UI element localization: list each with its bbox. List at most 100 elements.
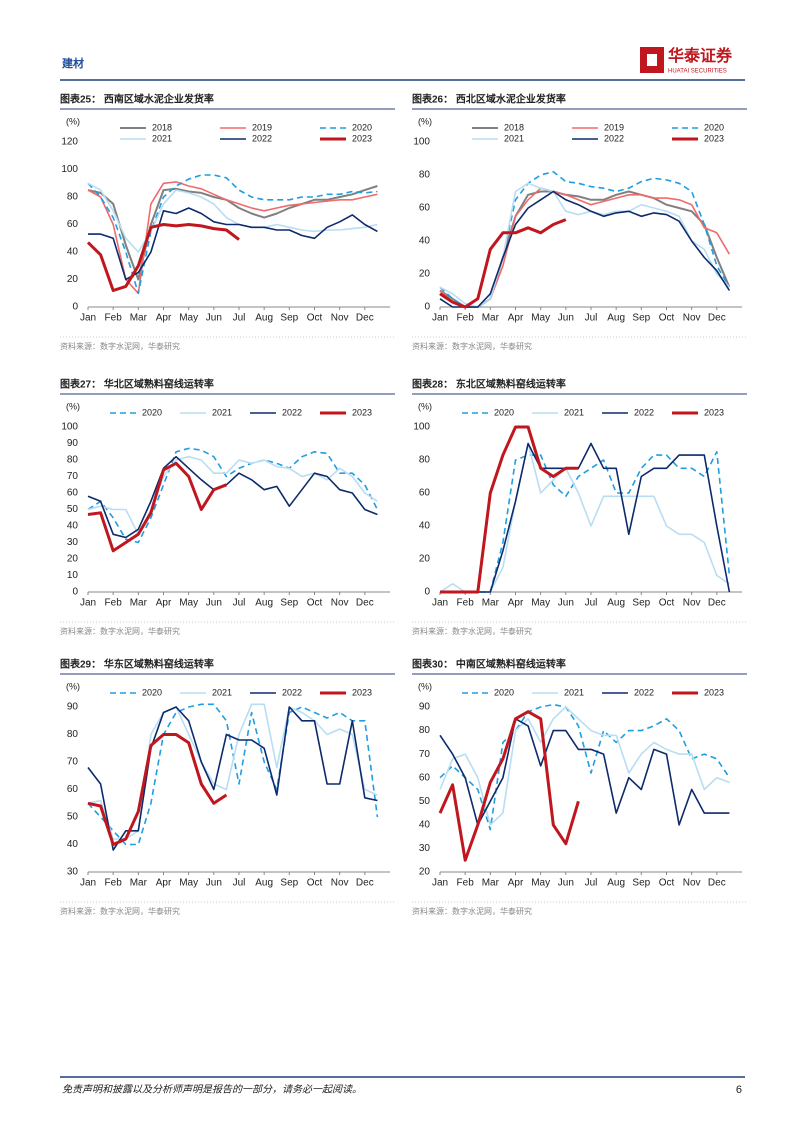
x-tick-label: Nov: [331, 878, 349, 889]
y-tick-label: 40: [419, 521, 431, 532]
legend-label: 2022: [282, 687, 302, 697]
series-line: [87, 461, 227, 553]
y-tick-label: 80: [419, 170, 431, 181]
legend-label: 2023: [352, 407, 372, 417]
x-tick-label: Nov: [683, 313, 701, 324]
x-tick-label: Dec: [356, 313, 374, 324]
x-tick-label: Aug: [607, 598, 625, 609]
y-tick-label: 70: [67, 757, 79, 768]
x-tick-label: May: [531, 598, 550, 609]
section-label: 建材: [62, 56, 84, 70]
y-tick-label: 40: [67, 521, 79, 532]
series-line: [87, 174, 378, 295]
legend-label: 2018: [504, 122, 524, 132]
chart-title: 图表30： 中南区域熟料窑线运转率: [412, 658, 566, 671]
x-tick-label: Jul: [585, 878, 598, 889]
x-tick-label: Apr: [156, 878, 172, 889]
y-tick-label: 30: [67, 537, 79, 548]
legend-label: 2021: [564, 407, 584, 417]
logo-cn: 华泰证券: [668, 46, 733, 65]
series-line: [87, 706, 378, 851]
x-tick-label: Feb: [105, 313, 123, 324]
legend-label: 2022: [634, 407, 654, 417]
x-tick-label: May: [179, 313, 198, 324]
x-tick-label: Mar: [130, 313, 148, 324]
x-tick-label: Jun: [558, 598, 574, 609]
y-tick-label: 60: [419, 203, 431, 214]
legend-label: 2021: [564, 687, 584, 697]
series-line: [440, 442, 731, 593]
logo-en: HUATAI SECURITIES: [668, 69, 727, 75]
x-tick-label: May: [179, 878, 198, 889]
y-tick-label: 40: [419, 236, 431, 247]
x-tick-label: Dec: [708, 878, 726, 889]
series-line: [87, 733, 228, 846]
x-tick-label: Feb: [457, 598, 475, 609]
y-tick-label: 30: [67, 867, 79, 878]
x-tick-label: Mar: [482, 598, 500, 609]
legend-label: 2023: [704, 407, 724, 417]
x-tick-label: Feb: [105, 878, 123, 889]
x-tick-label: Nov: [331, 313, 349, 324]
x-tick-label: Nov: [331, 598, 349, 609]
series-line: [86, 223, 240, 292]
x-tick-label: Jun: [206, 878, 222, 889]
x-tick-label: Feb: [457, 313, 475, 324]
x-tick-label: Oct: [659, 313, 675, 324]
x-tick-label: Jun: [206, 313, 222, 324]
legend-label: 2022: [282, 407, 302, 417]
x-tick-label: Apr: [508, 598, 524, 609]
x-tick-label: Dec: [356, 598, 374, 609]
source: 资料来源：数字水泥网，华泰研究: [412, 906, 532, 916]
x-tick-label: May: [531, 878, 550, 889]
chart-title: 图表26： 西北区域水泥企业发货率: [412, 93, 566, 106]
chart-title: 图表29： 华东区域熟料窑线运转率: [60, 658, 214, 671]
y-tick-label: 80: [67, 192, 79, 203]
legend-label: 2020: [494, 407, 514, 417]
series-line: [439, 170, 731, 308]
y-tick-label: 70: [419, 749, 431, 760]
x-tick-label: Apr: [156, 313, 172, 324]
series-line: [87, 455, 378, 539]
x-tick-label: Mar: [130, 598, 148, 609]
y-tick-label: 100: [413, 422, 430, 433]
source: 资料来源：数字水泥网，华泰研究: [412, 341, 532, 351]
series-line: [439, 182, 730, 308]
x-tick-label: Apr: [508, 878, 524, 889]
legend-label: 2020: [142, 407, 162, 417]
legend-label: 2023: [704, 687, 724, 697]
x-tick-label: May: [179, 598, 198, 609]
legend-label: 2022: [634, 687, 654, 697]
x-tick-label: May: [531, 313, 550, 324]
x-tick-label: Mar: [482, 878, 500, 889]
x-tick-label: Jun: [558, 313, 574, 324]
y-tick-label: 50: [419, 796, 431, 807]
y-tick-label: 50: [67, 812, 79, 823]
x-tick-label: Oct: [659, 878, 675, 889]
y-tick-label: 90: [67, 438, 79, 449]
series-line: [439, 187, 731, 308]
x-tick-label: Oct: [659, 598, 675, 609]
x-tick-label: Oct: [307, 598, 323, 609]
y-tick-label: 40: [67, 839, 79, 850]
x-tick-label: Dec: [708, 313, 726, 324]
x-tick-label: Aug: [607, 878, 625, 889]
x-tick-label: Aug: [255, 313, 273, 324]
disclaimer: 免责声明和披露以及分析师声明是报告的一部分，请务必一起阅读。: [62, 1084, 362, 1096]
y-tick-label: 20: [67, 554, 79, 565]
y-tick-label: 100: [61, 422, 78, 433]
y-tick-label: 70: [67, 471, 79, 482]
series-line: [439, 706, 730, 826]
y-tick-label: 90: [67, 702, 79, 713]
source: 资料来源：数字水泥网，华泰研究: [60, 341, 180, 351]
y-tick-label: 0: [72, 587, 78, 598]
source: 资料来源：数字水泥网，华泰研究: [412, 626, 532, 636]
legend-label: 2021: [152, 133, 172, 143]
y-tick-label: 20: [419, 269, 431, 280]
x-tick-label: Jul: [585, 313, 598, 324]
x-tick-label: Apr: [508, 313, 524, 324]
x-tick-label: Oct: [307, 313, 323, 324]
y-tick-label: 40: [419, 819, 431, 830]
x-tick-label: Aug: [255, 878, 273, 889]
